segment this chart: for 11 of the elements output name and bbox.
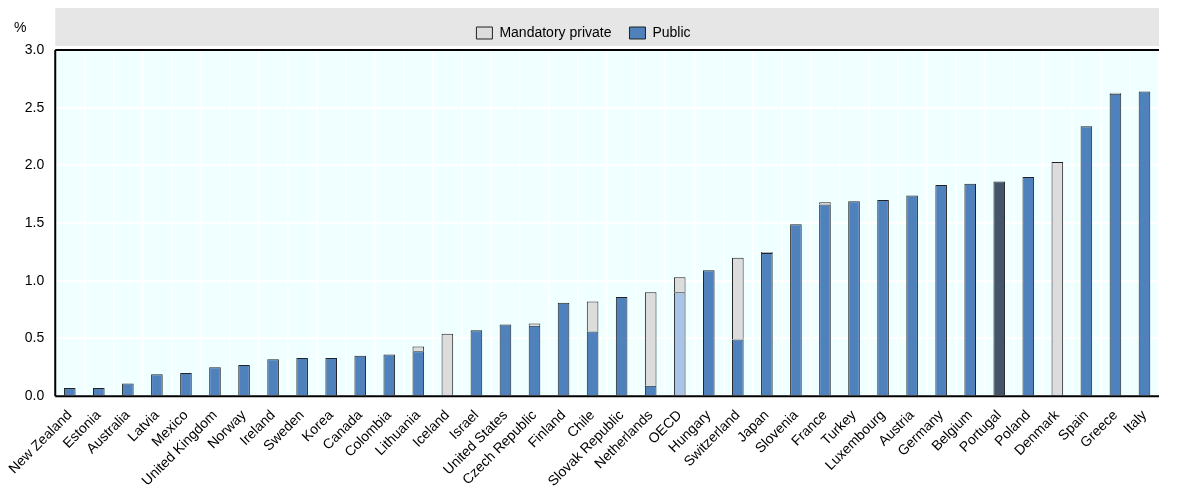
y-tick-label: 3.0 [24,40,45,57]
y-tick-label: 2.0 [24,156,45,173]
y-tick-label: 2.5 [24,98,45,115]
legend-label: Mandatory private [499,23,612,40]
x-tick-label: Italy [1119,406,1150,437]
y-tick-label: 1.5 [24,213,45,230]
y-tick-label: 0.5 [24,329,45,346]
y-tick-label: 0.0 [24,387,45,403]
y-tick-label: 1.0 [24,271,45,288]
legend-label: Public [652,23,691,40]
y-axis-title: % [14,18,27,35]
